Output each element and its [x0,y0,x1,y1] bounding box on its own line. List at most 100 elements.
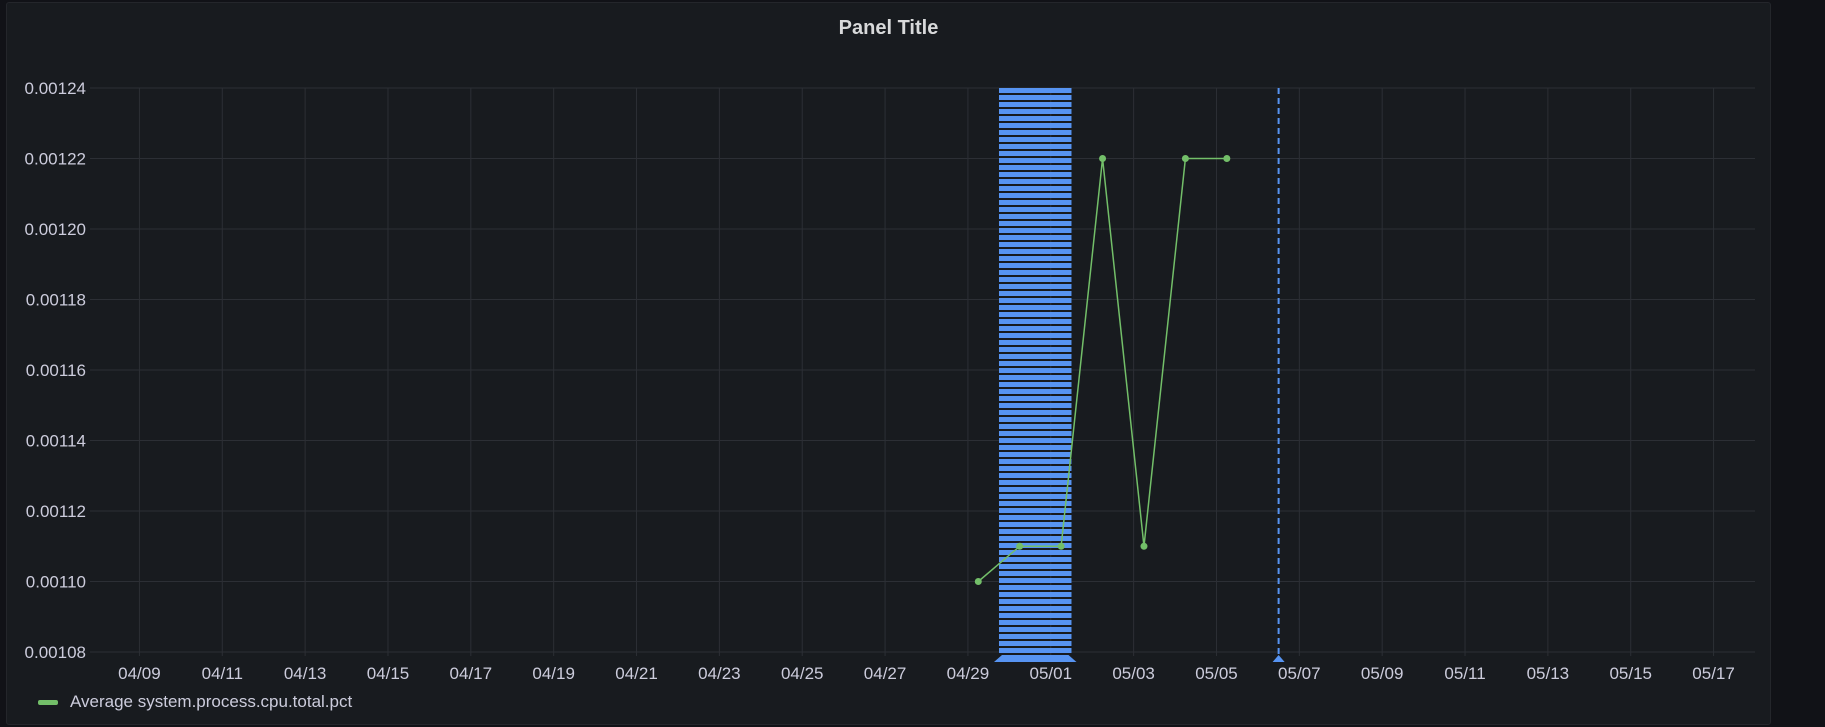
annotation-region-stripe [998,445,1072,450]
annotation-region-stripe [998,319,1072,324]
annotation-region-stripe [998,494,1072,499]
annotation-region-stripe [998,340,1072,345]
annotation-region-stripe [998,431,1072,436]
y-tick-label: 0.00122 [25,150,86,169]
annotation-region-stripe [998,221,1072,226]
annotation-region-stripe [998,305,1072,310]
x-tick-label: 05/11 [1444,664,1485,683]
series-point[interactable] [974,578,982,585]
annotation-line-marker[interactable] [1272,655,1285,662]
x-tick-label: 04/17 [450,664,493,683]
x-tick-label: 04/21 [615,664,658,683]
annotation-region-stripe [998,137,1072,142]
x-tick-label: 05/13 [1527,664,1570,683]
y-tick-label: 0.00110 [26,573,86,592]
annotation-region-stripe [998,263,1072,268]
annotation-region-stripe [998,333,1072,338]
legend-label[interactable]: Average system.process.cpu.total.pct [70,692,353,711]
x-tick-label: 04/25 [781,664,824,683]
annotation-region-stripe [998,200,1072,205]
annotation-region-stripe [998,515,1072,520]
annotation-region-stripe [998,95,1072,100]
annotation-region[interactable] [993,88,1077,662]
annotation-layer [993,88,1285,662]
annotation-region-stripe [998,326,1072,331]
annotation-region-stripe [998,277,1072,282]
annotation-region-stripe [998,186,1072,191]
legend[interactable]: Average system.process.cpu.total.pct [38,692,352,712]
y-tick-label: 0.00114 [26,432,86,451]
annotation-region-stripe [998,641,1072,646]
y-tick-label: 0.00120 [25,220,86,239]
series-point[interactable] [1223,155,1231,162]
annotation-region-stripe [998,88,1072,93]
annotation-region-stripe [998,571,1072,576]
annotation-region-stripe [998,354,1072,359]
annotation-region-stripe [998,592,1072,597]
annotation-region-stripe [998,298,1072,303]
x-tick-label: 05/03 [1112,664,1155,683]
annotation-region-stripe [998,424,1072,429]
annotation-region-stripe [998,578,1072,583]
x-tick-label: 05/17 [1692,664,1735,683]
annotation-region-stripe [998,508,1072,513]
y-tick-label: 0.00108 [25,643,86,662]
series-point[interactable] [1057,542,1065,550]
y-tick-label: 0.00112 [26,502,86,521]
annotation-region-stripe [998,396,1072,401]
annotation-region-stripe [998,214,1072,219]
annotation-region-stripe [998,109,1072,114]
annotation-region-stripe [998,116,1072,121]
x-tick-label: 04/09 [118,664,161,683]
annotation-region-stripe [998,235,1072,240]
series-point[interactable] [1181,155,1189,162]
annotation-region-stripe [998,557,1072,562]
annotation-region-stripe [998,347,1072,352]
annotation-region-stripe [998,487,1072,492]
annotation-region-stripe [998,368,1072,373]
annotation-region-stripe [998,620,1072,625]
x-tick-label: 05/01 [1030,664,1073,683]
x-tick-label: 04/29 [947,664,990,683]
annotation-region-stripe [998,361,1072,366]
annotation-region-stripe [998,207,1072,212]
annotation-region-stripe [998,123,1072,128]
x-tick-label: 05/07 [1278,664,1321,683]
series-point[interactable] [1016,542,1024,550]
series-point[interactable] [1140,542,1148,550]
annotation-region-stripe [998,249,1072,254]
annotation-region-stripe [998,165,1072,170]
x-tick-label: 04/13 [284,664,327,683]
annotation-region-stripe [998,291,1072,296]
annotation-region-stripe [998,312,1072,317]
annotation-region-stripe [998,634,1072,639]
annotation-region-stripe [998,501,1072,506]
annotation-region-stripe [998,144,1072,149]
annotation-region-stripe [998,417,1072,422]
annotation-region-stripe [998,410,1072,415]
x-axis: 04/09 04/11 04/13 04/15 04/17 04/19 04/21 04/23… [118,664,1735,683]
annotation-region-stripe [998,130,1072,135]
annotation-region-stripe [998,606,1072,611]
annotation-region-stripe [998,529,1072,534]
annotation-region-stripe [998,466,1072,471]
series-point[interactable] [1099,155,1107,162]
annotation-region-stripe [998,256,1072,261]
annotation-region-marker[interactable] [993,655,1077,662]
annotation-region-stripe [998,536,1072,541]
annotation-region-stripe [998,375,1072,380]
x-tick-label: 04/11 [202,664,243,683]
y-tick-label: 0.00118 [26,291,86,310]
y-axis: 0.00108 0.00110 0.00112 0.00114 0.00116 0.001… [25,79,86,662]
annotation-region-stripe [998,389,1072,394]
annotation-region-stripe [998,522,1072,527]
annotation-region-stripe [998,270,1072,275]
x-tick-label: 05/09 [1361,664,1404,683]
panel-title[interactable]: Panel Title [838,17,939,39]
x-tick-label: 04/23 [698,664,741,683]
annotation-region-stripe [998,473,1072,478]
annotation-region-stripe [998,228,1072,233]
annotation-region-stripe [998,382,1072,387]
annotation-region-stripe [998,480,1072,485]
